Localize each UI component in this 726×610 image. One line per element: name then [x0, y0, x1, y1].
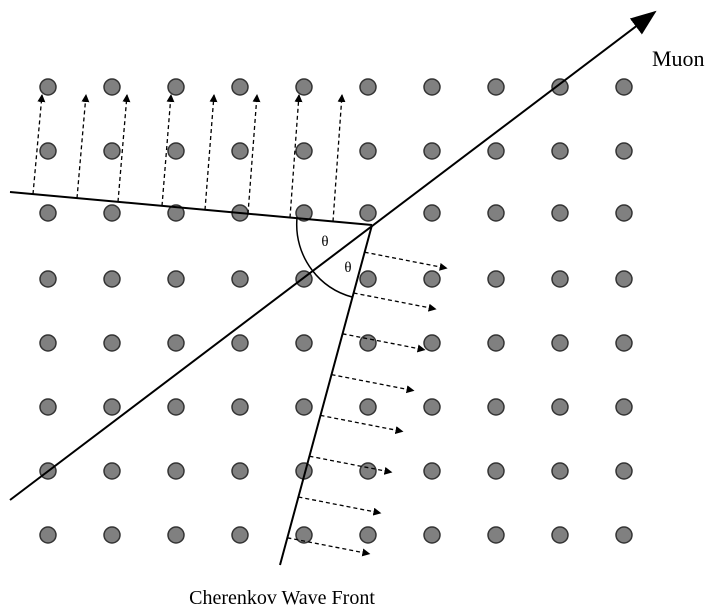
- detector: [232, 79, 248, 95]
- detector: [616, 335, 632, 351]
- detector: [552, 205, 568, 221]
- detector: [552, 463, 568, 479]
- detector: [168, 143, 184, 159]
- photon-arrow: [332, 375, 414, 391]
- detector: [40, 205, 56, 221]
- detector: [488, 143, 504, 159]
- angle-label: θ: [344, 260, 351, 276]
- detector: [616, 527, 632, 543]
- detector: [424, 205, 440, 221]
- detector: [424, 271, 440, 287]
- photon-arrow: [248, 95, 257, 214]
- detector: [232, 463, 248, 479]
- wave-front-right: [280, 225, 372, 565]
- detector: [168, 79, 184, 95]
- detector: [168, 271, 184, 287]
- photon-arrows: [33, 95, 447, 554]
- detector: [424, 335, 440, 351]
- detector: [168, 463, 184, 479]
- detector: [232, 399, 248, 415]
- photon-arrow: [205, 95, 214, 210]
- detector: [104, 527, 120, 543]
- photon-arrow: [320, 415, 402, 431]
- detector: [296, 335, 312, 351]
- photon-arrow: [354, 293, 436, 309]
- photon-arrow: [333, 95, 342, 221]
- diagram: θ θ Muon Cherenkov Wave Front: [0, 0, 726, 610]
- detector: [104, 205, 120, 221]
- detector: [360, 463, 376, 479]
- detector: [552, 527, 568, 543]
- angle-label: θ: [321, 234, 328, 250]
- detector: [488, 335, 504, 351]
- detector: [360, 79, 376, 95]
- detector: [296, 143, 312, 159]
- detector: [360, 271, 376, 287]
- detector: [488, 271, 504, 287]
- detector: [424, 463, 440, 479]
- detector-grid: [40, 79, 632, 543]
- detector: [488, 399, 504, 415]
- detector: [552, 399, 568, 415]
- detector: [424, 527, 440, 543]
- detector: [616, 143, 632, 159]
- detector: [360, 527, 376, 543]
- detector: [552, 271, 568, 287]
- angle-arc-1: [297, 218, 312, 270]
- detector: [616, 399, 632, 415]
- detector: [104, 79, 120, 95]
- detector: [488, 205, 504, 221]
- detector: [296, 79, 312, 95]
- detector: [424, 143, 440, 159]
- wave-front-left: [10, 192, 372, 225]
- detector: [488, 527, 504, 543]
- photon-arrow: [309, 456, 391, 472]
- wave-front-label: Cherenkov Wave Front: [189, 587, 375, 609]
- detector: [616, 271, 632, 287]
- detector: [104, 399, 120, 415]
- detector: [552, 335, 568, 351]
- detector: [232, 143, 248, 159]
- detector: [104, 143, 120, 159]
- photon-arrow: [77, 95, 86, 198]
- muon-label: Muon: [652, 46, 705, 71]
- photon-arrow: [298, 497, 380, 513]
- detector: [40, 143, 56, 159]
- photon-arrow: [343, 334, 425, 350]
- detector: [40, 527, 56, 543]
- detector: [40, 79, 56, 95]
- detector: [488, 79, 504, 95]
- detector: [616, 79, 632, 95]
- detector: [232, 335, 248, 351]
- detector: [40, 335, 56, 351]
- detector: [104, 335, 120, 351]
- detector: [360, 205, 376, 221]
- detector: [488, 463, 504, 479]
- detector: [40, 271, 56, 287]
- detector: [296, 399, 312, 415]
- detector: [424, 79, 440, 95]
- detector: [616, 463, 632, 479]
- detector: [104, 463, 120, 479]
- detector: [168, 335, 184, 351]
- photon-arrow: [33, 95, 42, 194]
- detector: [616, 205, 632, 221]
- detector: [232, 527, 248, 543]
- detector: [360, 399, 376, 415]
- detector: [424, 399, 440, 415]
- detector: [360, 335, 376, 351]
- detector: [40, 399, 56, 415]
- detector: [232, 271, 248, 287]
- photon-arrow: [365, 252, 447, 268]
- detector: [168, 399, 184, 415]
- detector: [168, 527, 184, 543]
- detector: [104, 271, 120, 287]
- detector: [552, 143, 568, 159]
- detector: [360, 143, 376, 159]
